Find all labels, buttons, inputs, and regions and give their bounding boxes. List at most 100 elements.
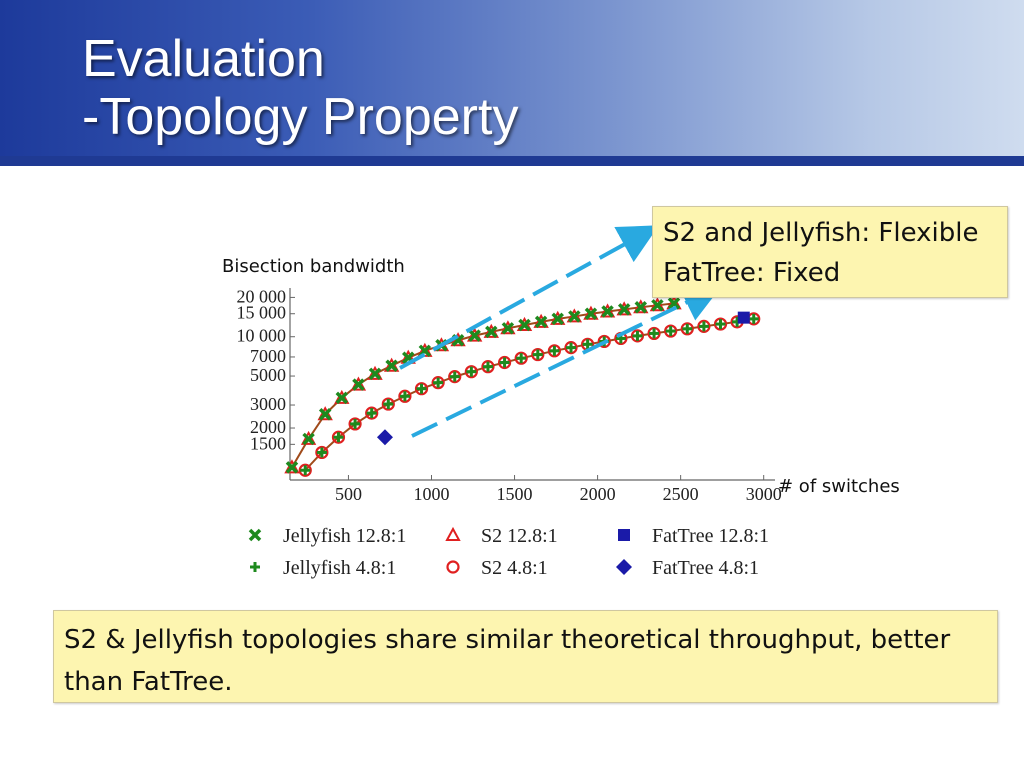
point-s2-4-8-1 <box>664 324 678 338</box>
x-tick-label: 2500 <box>663 484 699 504</box>
point-jellyfish-4-8-1 <box>316 447 327 458</box>
point-jellyfish-12-8-1 <box>617 303 631 316</box>
point-s2-4-8-1 <box>331 430 346 444</box>
point-s2-12-8-1 <box>483 323 499 338</box>
legend-label: FatTree 12.8:1 <box>652 525 769 547</box>
y-tick-label: 2000 <box>250 417 286 437</box>
point-s2-4-8-1 <box>448 370 462 384</box>
point-s2-12-8-1 <box>533 313 549 328</box>
point-s2-12-8-1 <box>566 308 583 323</box>
point-jellyfish-12-8-1 <box>568 310 581 323</box>
point-s2-4-8-1 <box>630 329 645 343</box>
point-jellyfish-12-8-1 <box>302 432 315 446</box>
point-jellyfish-12-8-1 <box>601 305 614 318</box>
slide-title: Evaluation -Topology Property <box>82 30 518 146</box>
y-tick-label: 20 000 <box>237 286 287 306</box>
legend-label: Jellyfish 12.8:1 <box>283 525 406 547</box>
point-jellyfish-4-8-1 <box>632 330 643 341</box>
legend-item: FatTree 4.8:1 <box>616 557 759 579</box>
legend-marker <box>446 560 460 574</box>
point-s2-4-8-1 <box>348 417 362 431</box>
point-s2-4-8-1 <box>398 389 412 403</box>
point-jellyfish-4-8-1 <box>300 465 311 476</box>
point-s2-4-8-1 <box>547 344 562 358</box>
point-jellyfish-12-8-1 <box>468 329 481 342</box>
callout-conclusion: S2 & Jellyfish topologies share similar … <box>53 610 998 703</box>
point-s2-4-8-1 <box>697 319 711 333</box>
legend-marker <box>616 559 632 575</box>
point-jellyfish-4-8-1 <box>549 345 560 356</box>
y-tick-label: 7000 <box>250 346 286 366</box>
point-s2-12-8-1 <box>317 406 333 421</box>
point-jellyfish-4-8-1 <box>449 371 460 382</box>
point-jellyfish-12-8-1 <box>285 461 299 474</box>
point-s2-12-8-1 <box>516 316 533 331</box>
title-banner <box>0 0 1024 160</box>
point-jellyfish-12-8-1 <box>534 315 548 329</box>
title-underline <box>0 156 1024 166</box>
point-s2-12-8-1 <box>500 320 516 335</box>
legend-item: Jellyfish 4.8:1 <box>250 557 396 579</box>
point-jellyfish-12-8-1 <box>651 299 664 312</box>
point-s2-4-8-1 <box>298 463 312 477</box>
point-jellyfish-4-8-1 <box>366 408 377 419</box>
slide-title-line1: Evaluation <box>82 30 325 88</box>
point-s2-4-8-1 <box>680 322 694 336</box>
point-s2-4-8-1 <box>514 351 528 365</box>
y-tick-label: 5000 <box>250 365 286 385</box>
point-jellyfish-4-8-1 <box>482 361 493 372</box>
point-s2-4-8-1 <box>564 341 578 355</box>
point-jellyfish-12-8-1 <box>634 301 648 314</box>
point-s2-12-8-1 <box>284 459 300 474</box>
point-jellyfish-4-8-1 <box>433 377 444 388</box>
point-jellyfish-4-8-1 <box>516 353 527 364</box>
point-s2-4-8-1 <box>597 334 611 349</box>
point-jellyfish-4-8-1 <box>416 383 427 394</box>
point-jellyfish-12-8-1 <box>485 325 498 339</box>
x-tick-label: 1500 <box>497 484 533 504</box>
callout-flexibility-line1: S2 and Jellyfish: Flexible <box>663 218 979 248</box>
point-jellyfish-4-8-1 <box>333 432 344 443</box>
legend-label: S2 12.8:1 <box>481 525 558 547</box>
x-tick-label: 500 <box>335 484 362 504</box>
y-tick-label: 10 000 <box>237 326 287 346</box>
point-s2-4-8-1 <box>481 360 495 374</box>
legend-marker <box>248 528 262 542</box>
point-s2-12-8-1 <box>350 376 367 391</box>
point-s2-4-8-1 <box>381 397 395 411</box>
point-jellyfish-12-8-1 <box>584 307 598 320</box>
legend-item: S2 12.8:1 <box>445 525 558 547</box>
point-jellyfish-4-8-1 <box>665 326 676 337</box>
point-s2-4-8-1 <box>431 376 445 390</box>
arrow-flexible <box>399 225 660 370</box>
point-jellyfish-4-8-1 <box>698 321 709 332</box>
point-jellyfish-12-8-1 <box>335 391 349 405</box>
point-s2-12-8-1 <box>300 430 317 445</box>
point-s2-4-8-1 <box>531 347 545 362</box>
point-s2-12-8-1 <box>599 303 616 318</box>
point-s2-4-8-1 <box>464 365 478 379</box>
legend-label: Jellyfish 4.8:1 <box>283 557 396 579</box>
slide-title-line2: -Topology Property <box>82 88 519 146</box>
x-tick-label: 1000 <box>413 484 449 504</box>
point-s2-4-8-1 <box>414 382 429 396</box>
point-s2-12-8-1 <box>649 297 666 312</box>
point-s2-12-8-1 <box>383 357 400 372</box>
point-jellyfish-4-8-1 <box>748 313 759 324</box>
point-jellyfish-4-8-1 <box>566 342 577 353</box>
point-jellyfish-4-8-1 <box>399 391 410 402</box>
point-jellyfish-4-8-1 <box>582 339 593 350</box>
point-s2-12-8-1 <box>583 305 599 320</box>
point-jellyfish-12-8-1 <box>501 322 515 335</box>
y-axis-label: Bisection bandwidth <box>222 256 405 277</box>
point-jellyfish-12-8-1 <box>368 367 382 381</box>
point-jellyfish-12-8-1 <box>318 408 332 421</box>
point-s2-12-8-1 <box>367 365 383 380</box>
legend-marker <box>618 529 630 541</box>
point-jellyfish-12-8-1 <box>551 312 564 326</box>
legend-item: S2 4.8:1 <box>446 557 548 579</box>
point-s2-12-8-1 <box>633 299 649 314</box>
y-tick-label: 15 000 <box>237 303 287 323</box>
x-tick-label: 2000 <box>580 484 616 504</box>
